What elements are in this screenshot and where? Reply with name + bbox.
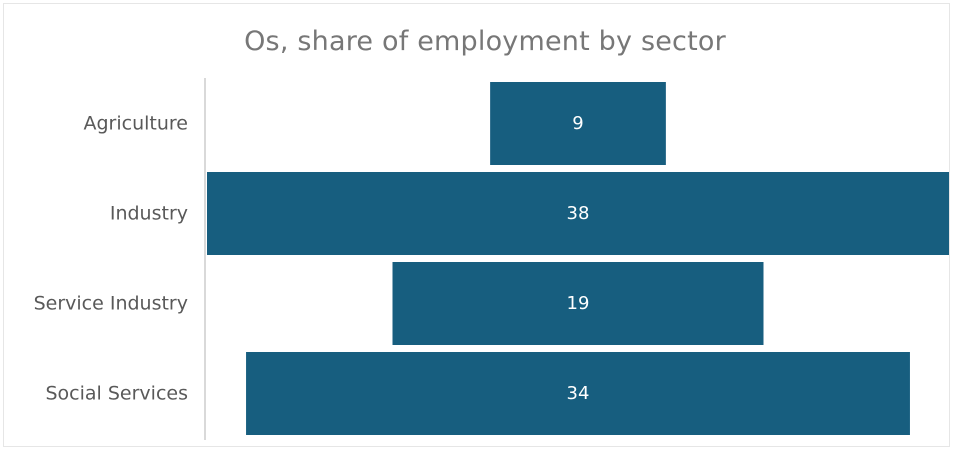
data-label-service-industry: 19 (567, 293, 590, 314)
category-labels: Agriculture Industry Service Industry Socia… (34, 113, 188, 405)
category-label-industry: Industry (110, 203, 188, 225)
bar-agriculture (490, 82, 666, 165)
data-label-agriculture: 9 (572, 113, 583, 134)
data-label-industry: 38 (567, 203, 590, 224)
data-label-social-services: 34 (567, 383, 590, 404)
bars (207, 82, 949, 435)
chart-title: Os, share of employment by sector (244, 26, 726, 57)
bar-industry (207, 172, 949, 255)
data-labels: 9 38 19 34 (567, 113, 590, 404)
category-label-service-industry: Service Industry (34, 293, 188, 315)
category-label-agriculture: Agriculture (84, 113, 189, 135)
bar-service-industry (392, 262, 764, 345)
category-label-social-services: Social Services (46, 383, 189, 405)
bar-social-services (246, 352, 910, 435)
